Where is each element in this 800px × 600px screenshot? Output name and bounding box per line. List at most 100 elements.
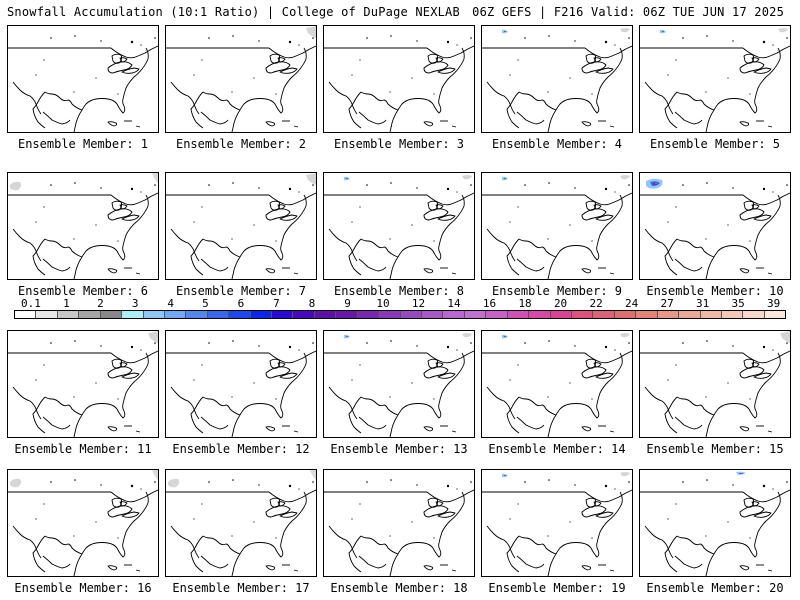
legend-tick-label: 1 [63,297,70,310]
legend-tick-label: 4 [167,297,175,310]
ensemble-member-label: Ensemble Member: 4 [491,137,623,151]
legend-color-swatch [571,311,594,318]
ensemble-member-label: Ensemble Member: 15 [646,442,784,456]
ensemble-member-label: Ensemble Member: 8 [333,284,465,298]
legend-color-swatch [721,311,744,318]
ensemble-member-map [481,330,633,438]
legend-color-swatch [336,311,358,318]
legend-tick-label: 3 [131,297,139,310]
ensemble-member-label: Ensemble Member: 13 [330,442,468,456]
us-basemap [8,331,158,437]
legend-color-swatch [100,311,123,318]
ensemble-member-map [7,330,159,438]
snowfall-shading [660,28,788,34]
legend-color-swatch [379,311,401,318]
ensemble-member-label: Ensemble Member: 20 [646,581,784,595]
ensemble-member-map [323,25,475,133]
legend-color-swatch [636,311,658,318]
legend-tick-label: 39 [767,297,781,310]
legend-color-swatch [764,311,786,318]
model-run-info: 06Z GEFS | F216 Valid: 06Z TUE JUN 17 20… [472,5,784,19]
ensemble-member-label: Ensemble Member: 19 [488,581,626,595]
us-basemap [640,178,790,279]
ensemble-member-map [481,25,633,133]
legend-color-swatch [164,311,187,318]
us-basemap [324,35,474,132]
legend-tick-label: 8 [308,297,316,310]
us-basemap [8,173,158,279]
ensemble-member-label: Ensemble Member: 5 [649,137,781,151]
ensemble-member-label: Ensemble Member: 10 [646,284,784,298]
legend-tick-label: 20 [553,297,568,310]
ensemble-member-label: Ensemble Member: 11 [14,442,152,456]
ensemble-member-map [165,330,317,438]
us-basemap [166,470,316,576]
ensemble-member-label: Ensemble Member: 9 [491,284,623,298]
ensemble-member-label: Ensemble Member: 6 [17,284,149,298]
legend-tick-label: 5 [202,297,209,310]
ensemble-member-label: Ensemble Member: 3 [333,137,465,151]
ensemble-member-map [481,172,633,280]
legend-color-swatch [400,311,423,318]
legend-tick-label: 14 [447,297,461,310]
legend-color-swatch [464,311,487,318]
legend-tick-label: 9 [344,297,351,310]
legend-color-swatch [357,311,380,318]
us-basemap [166,173,316,279]
legend-color-swatch [743,311,765,318]
legend-tick-label: 27 [660,297,674,310]
legend-color-swatch [443,311,465,318]
legend-color-swatch [679,311,701,318]
legend-color-swatch [422,311,444,318]
snowfall-shading [306,26,316,38]
legend-color-swatch [143,311,165,318]
legend-color-swatch [314,311,337,318]
legend-color-swatch [614,311,637,318]
legend-color-swatch [122,311,144,318]
ensemble-member-map [7,172,159,280]
ensemble-member-map [323,172,475,280]
ensemble-member-map [481,469,633,577]
legend-color-swatch [293,311,315,318]
ensemble-member-map [639,172,791,280]
us-basemap [8,470,158,576]
us-basemap [482,28,632,132]
ensemble-member-label: Ensemble Member: 14 [488,442,626,456]
legend-color-swatch [529,311,551,318]
legend-color-swatch [657,311,680,318]
ensemble-member-map [639,25,791,133]
snowfall-shading [502,472,630,478]
us-basemap [166,26,316,132]
ensemble-member-map [7,25,159,133]
snowfall-shading [148,331,158,343]
color-scale-legend: 0.1 1 2 3 4 5 6 7 8 9 10 12 14 16 18 20 22 24 27 31 35 39 [14,297,786,321]
us-basemap [640,28,790,132]
us-basemap [324,479,474,576]
legend-tick-label: 10 [376,297,390,310]
legend-color-swatch [186,311,208,318]
us-basemap [8,35,158,132]
ensemble-member-map [639,330,791,438]
legend-tick-label: 16 [482,297,497,310]
legend-tick-label: 35 [731,297,745,310]
legend-color-swatch [79,311,101,318]
ensemble-member-label: Ensemble Member: 17 [172,581,310,595]
ensemble-member-label: Ensemble Member: 12 [172,442,310,456]
legend-color-swatch [57,311,80,318]
legend-color-swatch [36,311,58,318]
ensemble-member-map [639,469,791,577]
us-basemap [640,471,790,576]
snowfall-shading [168,470,316,488]
ensemble-member-map [165,25,317,133]
ensemble-member-map [165,469,317,577]
ensemble-member-map [323,330,475,438]
snowfall-shading [502,175,630,181]
snowfall-shading [780,331,790,343]
legend-tick-label: 31 [695,297,710,310]
legend-color-swatch [250,311,273,318]
legend-color-swatch [550,311,572,318]
ensemble-member-map [7,469,159,577]
legend-tick-label: 24 [624,297,639,310]
snowfall-shading [10,470,158,488]
us-basemap [324,333,474,437]
